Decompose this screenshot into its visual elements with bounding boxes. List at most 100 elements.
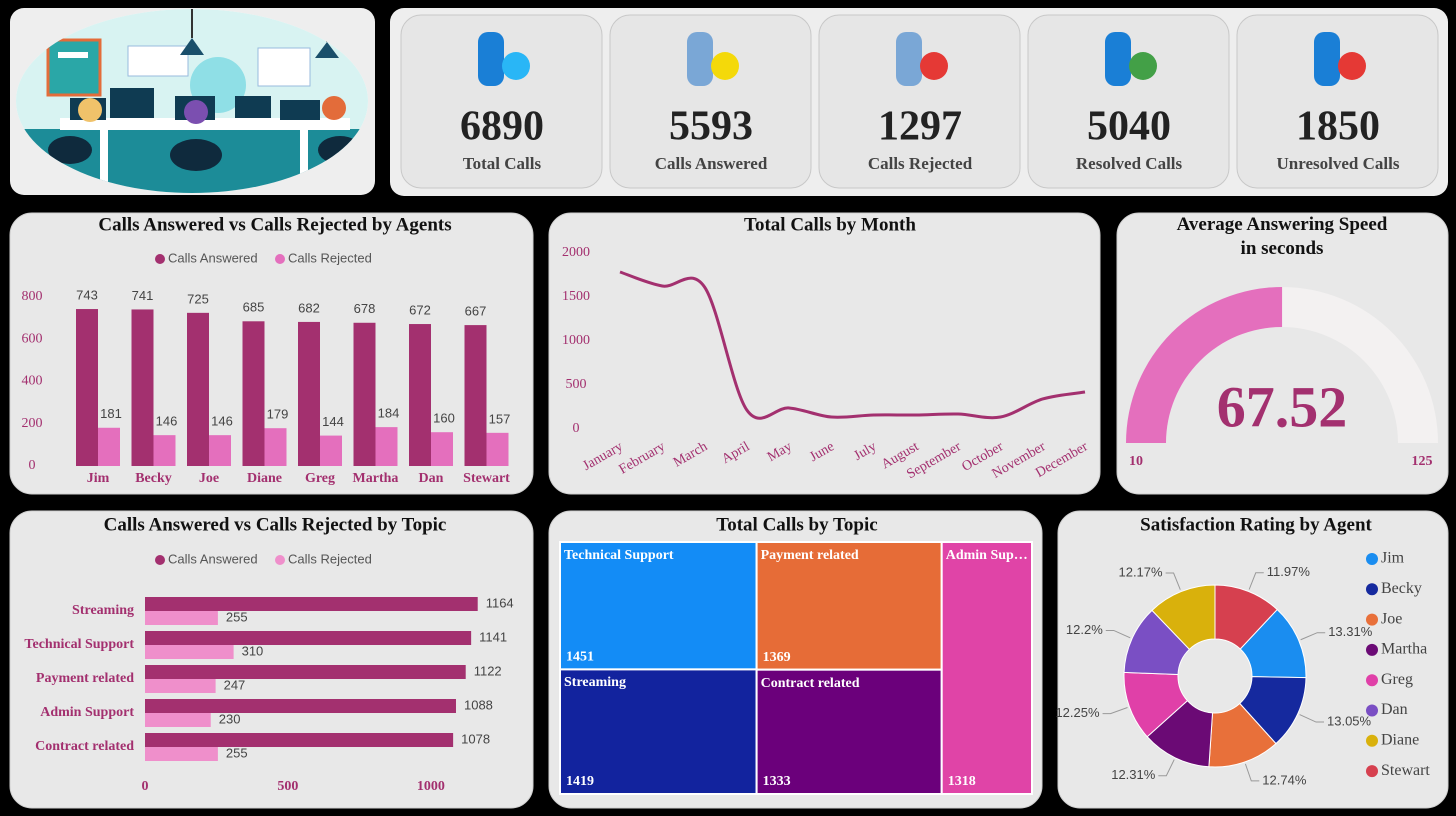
kpi-card [818,14,1021,189]
data-label: 11.97% [1267,564,1311,579]
data-label: 1122 [474,663,502,678]
kpi-label: Calls Answered [655,154,768,173]
kpi-label: Resolved Calls [1076,154,1183,173]
data-label: 743 [76,287,98,302]
data-label: 667 [465,304,487,319]
data-label: 13.31% [1328,624,1373,639]
panel [1116,212,1449,495]
kpi-cards: 6890 Total Calls 5593 Calls Answered 1297 Cal… [400,14,1439,189]
kpi-icon [687,32,713,86]
kpi-card [1027,14,1230,189]
legend-marker [155,254,165,264]
kpi-value: 1297 [878,104,962,150]
leader-line [1300,632,1326,641]
leader-line [1244,763,1260,782]
legend-label: Martha [1381,641,1427,658]
legend-label: Calls Answered [168,551,258,566]
kpi-card [1236,14,1439,189]
tile-label-box: Payment related [760,548,859,563]
treemap-tile [559,541,758,671]
bar [145,631,472,645]
tile-value: 1451 [566,650,594,665]
legend-label: Calls Rejected [288,250,372,265]
bar [145,747,218,761]
x-tick-label: Greg [305,471,335,486]
bar [464,325,487,466]
treemap-tile [559,668,758,796]
bar [145,713,211,727]
kpi-label: Unresolved Calls [1277,154,1400,173]
data-label: 230 [219,711,241,726]
leader-line [1165,572,1181,590]
gauge-max: 125 [1412,454,1433,469]
data-label: 13.05% [1327,713,1372,728]
data-label: 672 [409,302,431,317]
legend-label: Stewart [1381,762,1430,779]
leader-line [1102,707,1128,715]
legend-marker [1366,734,1378,747]
x-tick-label: 1000 [417,779,445,794]
tile-label-box: Contract related [760,675,860,691]
bar [375,427,398,466]
kpi-label: Total Calls [463,154,542,173]
tile-value: 1419 [566,774,594,789]
chart-title: Total Calls by Topic [716,514,877,535]
bar [153,435,176,466]
data-label: 247 [224,677,246,692]
data-label: 685 [243,300,265,315]
bar [145,611,218,625]
bar [320,435,342,466]
tile-label: Payment related [760,548,859,563]
bar [431,432,453,466]
legend-marker [1366,704,1378,717]
bar [145,597,478,611]
legend-marker [1366,643,1378,656]
data-label: 179 [267,407,289,422]
y-tick-label: 2000 [562,245,590,260]
data-label: 12.17% [1118,564,1163,579]
chart-title: Calls Answered vs Calls Rejected by Topi… [104,514,447,535]
gauge-value-label: 67.52 [1217,374,1348,439]
y-tick-label: 1000 [562,333,590,348]
bar [98,427,120,466]
legend-label: Joe [1381,610,1402,627]
bar [131,309,154,466]
data-label: 157 [489,411,511,426]
legend-marker [155,555,165,565]
tile-label: Streaming [564,675,626,691]
kpi-icon-badge [920,52,948,80]
office-illustration [16,9,368,193]
kpi-value: 6890 [460,104,544,150]
bar [145,679,216,693]
tile-value: 1333 [763,774,791,789]
legend-marker [1366,613,1378,626]
data-label: 181 [100,406,122,421]
x-tick-label: Diane [247,471,282,486]
tile-label: Contract related [760,675,860,691]
legend-marker [1366,583,1378,596]
bar [409,324,431,466]
legend-marker [1366,765,1378,778]
bar [353,322,376,466]
data-label: 12.31% [1111,767,1156,782]
treemap-tile [940,541,1034,795]
bar [486,432,509,466]
data-label: 146 [211,414,233,429]
panel [9,510,534,809]
x-tick-label: Joe [199,471,219,486]
legend-marker [1366,553,1378,565]
data-label: 1164 [486,595,514,610]
kpi-card [400,14,603,189]
y-tick-label: Technical Support [24,637,134,652]
y-tick-label: Payment related [36,671,134,686]
x-tick-label: Dan [419,471,444,486]
y-tick-label: 400 [22,374,43,389]
kpi-icon [1105,32,1131,86]
line [619,270,1086,420]
leader-line [1248,572,1264,590]
panel [548,212,1101,495]
data-label: 741 [132,288,154,303]
y-tick-label: 500 [566,377,587,392]
kpi-label: Calls Rejected [868,154,973,173]
